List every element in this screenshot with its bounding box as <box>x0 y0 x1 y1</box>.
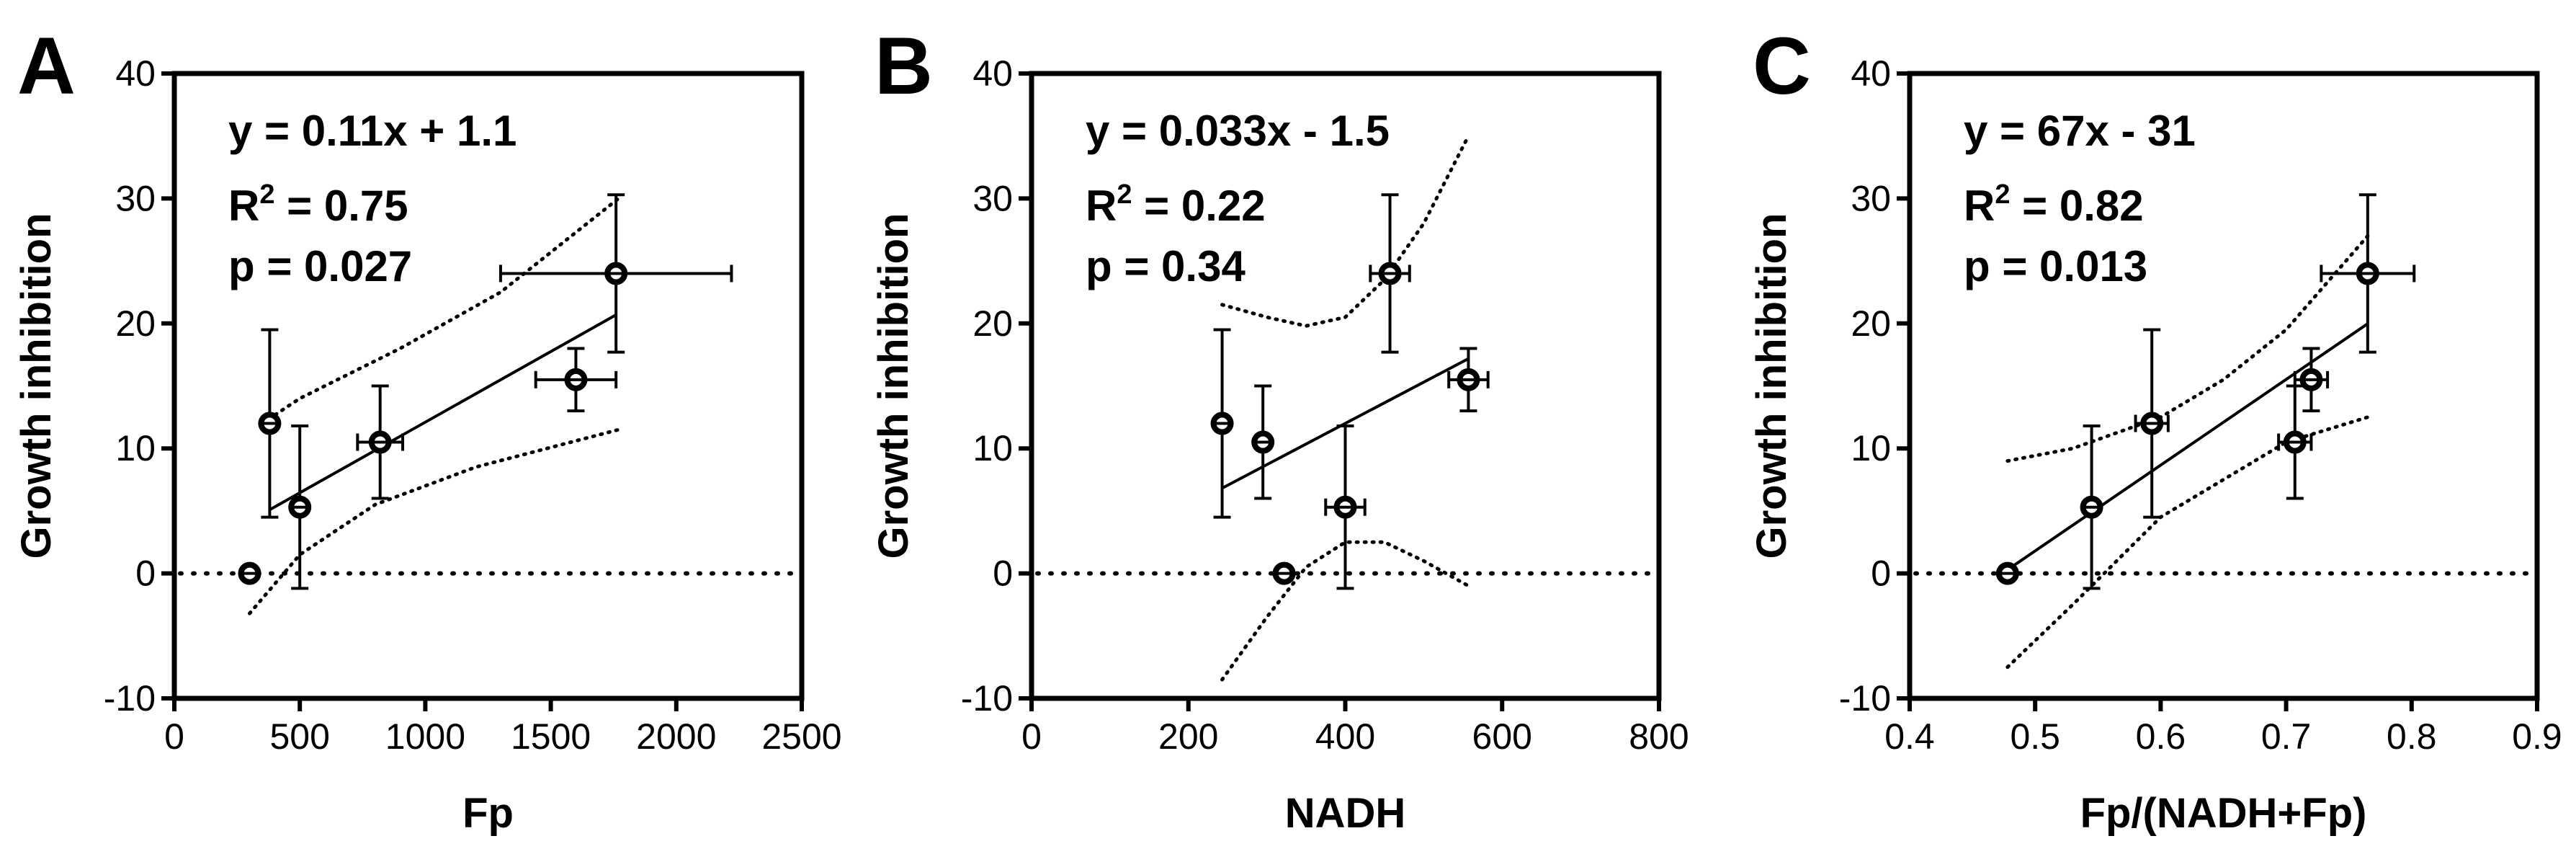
x-axis-title: NADH <box>1285 790 1406 837</box>
y-tick-label: 10 <box>972 428 1013 468</box>
y-axis-title: Growth inhibition <box>13 213 60 559</box>
confidence-band-upper <box>260 196 621 426</box>
y-tick-label: 20 <box>115 303 156 344</box>
data-point <box>1324 424 1367 590</box>
regression-line <box>2006 322 2369 572</box>
y-tick-label: 10 <box>1851 428 1891 468</box>
superscript-two: 2 <box>259 179 274 210</box>
x-tick-label: 500 <box>269 716 329 757</box>
y-tick-label: 0 <box>1871 553 1891 594</box>
x-tick-label: 0.7 <box>2261 716 2312 757</box>
y-tick-label: 40 <box>972 53 1013 94</box>
data-point <box>2134 328 2170 519</box>
superscript-two: 2 <box>1995 179 2010 210</box>
data-point <box>1251 384 1275 500</box>
x-tick-label: 0.9 <box>2512 716 2562 757</box>
superscript-two: 2 <box>1117 179 1132 210</box>
data-point <box>288 424 312 590</box>
panel-label: B <box>875 21 933 111</box>
x-tick-label: 0.8 <box>2387 716 2437 757</box>
data-point <box>1447 347 1490 413</box>
r-squared: R2 = 0.75 <box>228 179 408 230</box>
y-tick-label: 40 <box>115 53 156 94</box>
x-tick-label: 2000 <box>636 716 716 757</box>
x-tick-label: 200 <box>1158 716 1218 757</box>
x-tick-label: 0.4 <box>1884 716 1935 757</box>
x-axis-title: Fp/(NADH+Fp) <box>2080 790 2367 837</box>
y-tick-label: -10 <box>104 678 156 719</box>
y-tick-label: 0 <box>135 553 156 594</box>
data-point <box>2277 384 2313 500</box>
regression-equation: y = 0.033x - 1.5 <box>1086 107 1390 155</box>
r-symbol: R <box>1964 182 1995 230</box>
data-point <box>1369 193 1411 354</box>
x-tick-label: 0 <box>1021 716 1042 757</box>
y-tick-label: 0 <box>993 553 1013 594</box>
x-tick-label: 0 <box>164 716 184 757</box>
y-tick-label: 20 <box>972 303 1013 344</box>
plot-frame <box>1907 71 2540 701</box>
x-tick-label: 400 <box>1315 716 1375 757</box>
y-tick-label: 40 <box>1851 53 1891 94</box>
regression-equation: y = 67x - 31 <box>1964 107 2196 155</box>
regression-line <box>269 314 617 512</box>
plot-frame <box>1029 71 1662 701</box>
r-squared-value: = 0.82 <box>2010 182 2143 230</box>
r-squared-value: = 0.22 <box>1132 182 1265 230</box>
r-squared-value: = 0.75 <box>274 182 408 230</box>
data-point <box>1995 561 2019 585</box>
p-value: p = 0.027 <box>228 242 412 290</box>
confidence-band-upper <box>1220 134 1470 328</box>
chart-panel-c: 0.4 0.5 0.6 0.7 0.8 0.9 -10 0 10 20 30 40 Fp/(NADH+F… <box>1748 21 2562 837</box>
data-point <box>2320 193 2416 354</box>
y-axis-title: Growth inhibition <box>870 213 917 559</box>
p-value: p = 0.34 <box>1086 242 1245 290</box>
y-tick-label: -10 <box>1839 678 1891 719</box>
data-point <box>2293 347 2330 413</box>
confidence-band-lower <box>2005 415 2370 670</box>
data-point <box>238 561 261 585</box>
confidence-band-upper <box>2005 234 2370 463</box>
x-tick-label: 1500 <box>511 716 591 757</box>
y-tick-label: 30 <box>1851 178 1891 218</box>
plot-frame <box>171 71 805 701</box>
chart-panel-a: 0 500 1000 1500 2000 2500-10010203040FpGrowth… <box>13 21 842 837</box>
x-tick-label: 1000 <box>385 716 465 757</box>
y-tick-label: 30 <box>115 178 156 218</box>
data-point <box>498 193 733 354</box>
x-tick-label: 600 <box>1472 716 1532 757</box>
data-point <box>1210 328 1234 519</box>
x-tick-label: 2500 <box>761 716 841 757</box>
confidence-band-lower <box>1220 540 1470 682</box>
r-squared: R2 = 0.82 <box>1964 179 2144 230</box>
data-point <box>1272 561 1296 585</box>
data-point <box>356 384 405 500</box>
r-squared: R2 = 0.22 <box>1086 179 1266 230</box>
panel-label: C <box>1753 21 1811 111</box>
y-tick-label: 20 <box>1851 303 1891 344</box>
y-tick-label: 30 <box>972 178 1013 218</box>
p-value: p = 0.013 <box>1964 242 2147 290</box>
y-axis-title: Growth inhibition <box>1748 213 1795 559</box>
x-tick-label: 0.5 <box>2010 716 2060 757</box>
x-axis-title: Fp <box>462 790 514 837</box>
y-tick-label: 10 <box>115 428 156 468</box>
y-tick-label: -10 <box>961 678 1013 719</box>
r-symbol: R <box>1086 182 1117 230</box>
data-point <box>534 347 618 413</box>
r-symbol: R <box>228 182 259 230</box>
x-tick-label: 800 <box>1629 716 1689 757</box>
data-point <box>2080 424 2103 590</box>
regression-equation: y = 0.11x + 1.1 <box>228 107 516 155</box>
confidence-band-lower <box>248 427 621 615</box>
panel-label: A <box>17 21 76 111</box>
data-point <box>258 328 282 519</box>
x-tick-label: 0.6 <box>2136 716 2186 757</box>
